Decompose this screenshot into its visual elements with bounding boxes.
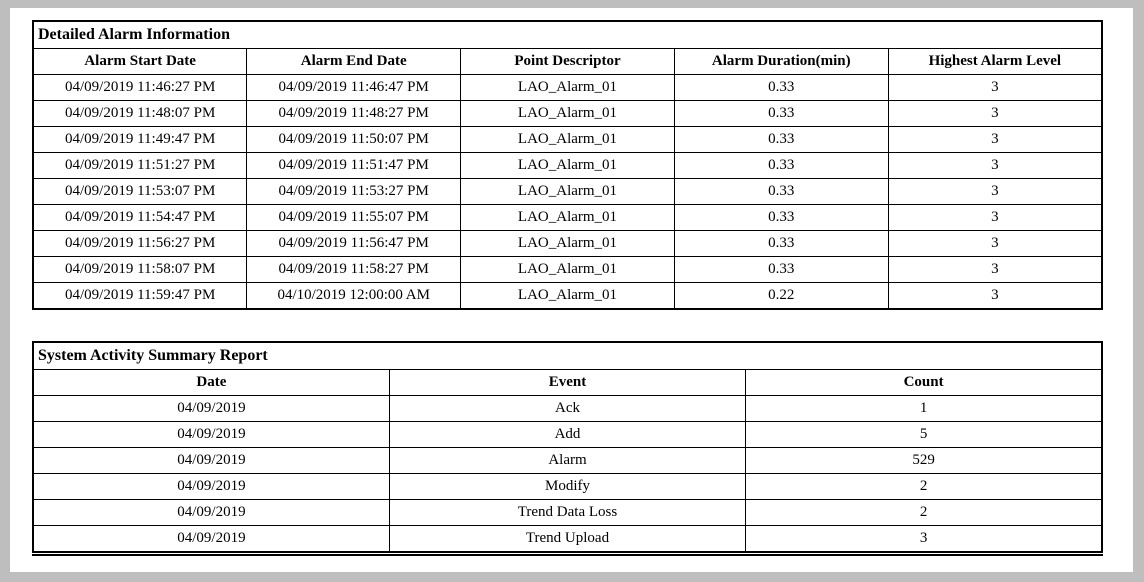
table-header-row: Alarm Start Date Alarm End Date Point Desc… <box>32 48 1103 75</box>
table-cell: 04/09/2019 11:53:27 PM <box>246 178 462 205</box>
table-cell: 3 <box>887 152 1103 179</box>
table-cell: 3 <box>887 282 1103 310</box>
table-cell: 3 <box>887 126 1103 153</box>
table-cell: 3 <box>887 204 1103 231</box>
table-cell: 0.22 <box>673 282 889 310</box>
table-row: 04/09/2019 11:46:27 PM 04/09/2019 11:46:4… <box>32 74 1103 101</box>
table-cell: 1 <box>745 395 1103 422</box>
system-activity-summary-title: System Activity Summary Report <box>32 341 1103 370</box>
table-cell: 0.33 <box>673 100 889 127</box>
table-row: 04/09/2019 Alarm 529 <box>32 447 1103 474</box>
detailed-alarm-information-title: Detailed Alarm Information <box>32 20 1103 49</box>
table-cell: 0.33 <box>673 230 889 257</box>
table-cell: 04/09/2019 11:58:07 PM <box>32 256 248 283</box>
table-header-row: Date Event Count <box>32 369 1103 396</box>
column-header: Event <box>388 369 747 396</box>
table-cell: 3 <box>887 178 1103 205</box>
table-row: 04/09/2019 Trend Data Loss 2 <box>32 499 1103 526</box>
table-cell: 04/09/2019 11:59:47 PM <box>32 282 248 310</box>
table-cell: LAO_Alarm_01 <box>460 204 675 231</box>
activity-table-body: 04/09/2019 Ack 1 04/09/2019 Add 5 04/09/2019 Al… <box>32 395 1103 553</box>
table-cell: 3 <box>887 230 1103 257</box>
table-cell: 04/09/2019 <box>32 421 390 448</box>
column-header: Point Descriptor <box>460 48 675 75</box>
table-cell: 04/09/2019 <box>32 447 390 474</box>
table-cell: 04/09/2019 11:51:27 PM <box>32 152 248 179</box>
table-row: 04/09/2019 11:59:47 PM 04/10/2019 12:00:0… <box>32 282 1103 310</box>
column-header: Highest Alarm Level <box>887 48 1103 75</box>
table-cell: 04/09/2019 11:51:47 PM <box>246 152 462 179</box>
table-row: 04/09/2019 11:56:27 PM 04/09/2019 11:56:4… <box>32 230 1103 257</box>
table-cell: Add <box>388 421 747 448</box>
table-cell: 3 <box>887 100 1103 127</box>
table-cell: 3 <box>745 525 1103 553</box>
table-row: 04/09/2019 11:51:27 PM 04/09/2019 11:51:4… <box>32 152 1103 179</box>
table-cell: 0.33 <box>673 152 889 179</box>
table-cell: 04/09/2019 <box>32 525 390 553</box>
table-title-row: Detailed Alarm Information <box>32 20 1103 49</box>
column-header: Alarm Start Date <box>32 48 248 75</box>
column-header: Alarm Duration(min) <box>673 48 889 75</box>
table-row: 04/09/2019 11:58:07 PM 04/09/2019 11:58:2… <box>32 256 1103 283</box>
table-cell: Modify <box>388 473 747 500</box>
table-cell: 529 <box>745 447 1103 474</box>
table-cell: 04/10/2019 12:00:00 AM <box>246 282 462 310</box>
table-cell: 3 <box>887 256 1103 283</box>
column-header: Alarm End Date <box>246 48 462 75</box>
table-cell: Alarm <box>388 447 747 474</box>
table-cell: LAO_Alarm_01 <box>460 256 675 283</box>
table-cell: 0.33 <box>673 126 889 153</box>
table-cell: LAO_Alarm_01 <box>460 178 675 205</box>
alarm-table-body: 04/09/2019 11:46:27 PM 04/09/2019 11:46:4… <box>32 74 1103 310</box>
table-cell: 0.33 <box>673 204 889 231</box>
table-cell: 04/09/2019 <box>32 395 390 422</box>
detailed-alarm-information-table: Detailed Alarm Information Alarm Start D… <box>32 20 1103 310</box>
table-title-row: System Activity Summary Report <box>32 341 1103 370</box>
table-cell: 04/09/2019 11:56:47 PM <box>246 230 462 257</box>
report-page: Detailed Alarm Information Alarm Start D… <box>10 8 1133 572</box>
table-cell: Ack <box>388 395 747 422</box>
table-row: 04/09/2019 Trend Upload 3 <box>32 525 1103 553</box>
table-cell: 04/09/2019 <box>32 473 390 500</box>
table-cell: 5 <box>745 421 1103 448</box>
table-row: 04/09/2019 11:49:47 PM 04/09/2019 11:50:0… <box>32 126 1103 153</box>
table-cell: 04/09/2019 11:48:27 PM <box>246 100 462 127</box>
table-cell: 04/09/2019 11:56:27 PM <box>32 230 248 257</box>
table-cell: 2 <box>745 499 1103 526</box>
table-row: 04/09/2019 Modify 2 <box>32 473 1103 500</box>
table-row: 04/09/2019 Ack 1 <box>32 395 1103 422</box>
table-cell: 04/09/2019 11:55:07 PM <box>246 204 462 231</box>
table-cell: 04/09/2019 <box>32 499 390 526</box>
table-cell: 2 <box>745 473 1103 500</box>
table-cell: LAO_Alarm_01 <box>460 282 675 310</box>
table-cell: 0.33 <box>673 74 889 101</box>
table-cell: 0.33 <box>673 178 889 205</box>
table-cell: LAO_Alarm_01 <box>460 230 675 257</box>
table-cell: LAO_Alarm_01 <box>460 74 675 101</box>
table-cell: LAO_Alarm_01 <box>460 100 675 127</box>
table-cell: Trend Upload <box>388 525 747 553</box>
column-header: Count <box>745 369 1103 396</box>
table-cell: LAO_Alarm_01 <box>460 126 675 153</box>
activity-table-frame: System Activity Summary Report Date Event… <box>32 341 1103 556</box>
table-cell: Trend Data Loss <box>388 499 747 526</box>
table-cell: 04/09/2019 11:58:27 PM <box>246 256 462 283</box>
table-row: 04/09/2019 11:48:07 PM 04/09/2019 11:48:2… <box>32 100 1103 127</box>
system-activity-summary-table: System Activity Summary Report Date Event… <box>32 341 1103 553</box>
table-cell: 04/09/2019 11:46:27 PM <box>32 74 248 101</box>
table-cell: 04/09/2019 11:50:07 PM <box>246 126 462 153</box>
table-cell: 04/09/2019 11:53:07 PM <box>32 178 248 205</box>
table-row: 04/09/2019 11:54:47 PM 04/09/2019 11:55:0… <box>32 204 1103 231</box>
table-cell: LAO_Alarm_01 <box>460 152 675 179</box>
table-cell: 3 <box>887 74 1103 101</box>
table-cell: 04/09/2019 11:49:47 PM <box>32 126 248 153</box>
table-row: 04/09/2019 11:53:07 PM 04/09/2019 11:53:2… <box>32 178 1103 205</box>
table-cell: 04/09/2019 11:54:47 PM <box>32 204 248 231</box>
table-cell: 04/09/2019 11:48:07 PM <box>32 100 248 127</box>
table-cell: 0.33 <box>673 256 889 283</box>
table-cell: 04/09/2019 11:46:47 PM <box>246 74 462 101</box>
table-row: 04/09/2019 Add 5 <box>32 421 1103 448</box>
column-header: Date <box>32 369 390 396</box>
